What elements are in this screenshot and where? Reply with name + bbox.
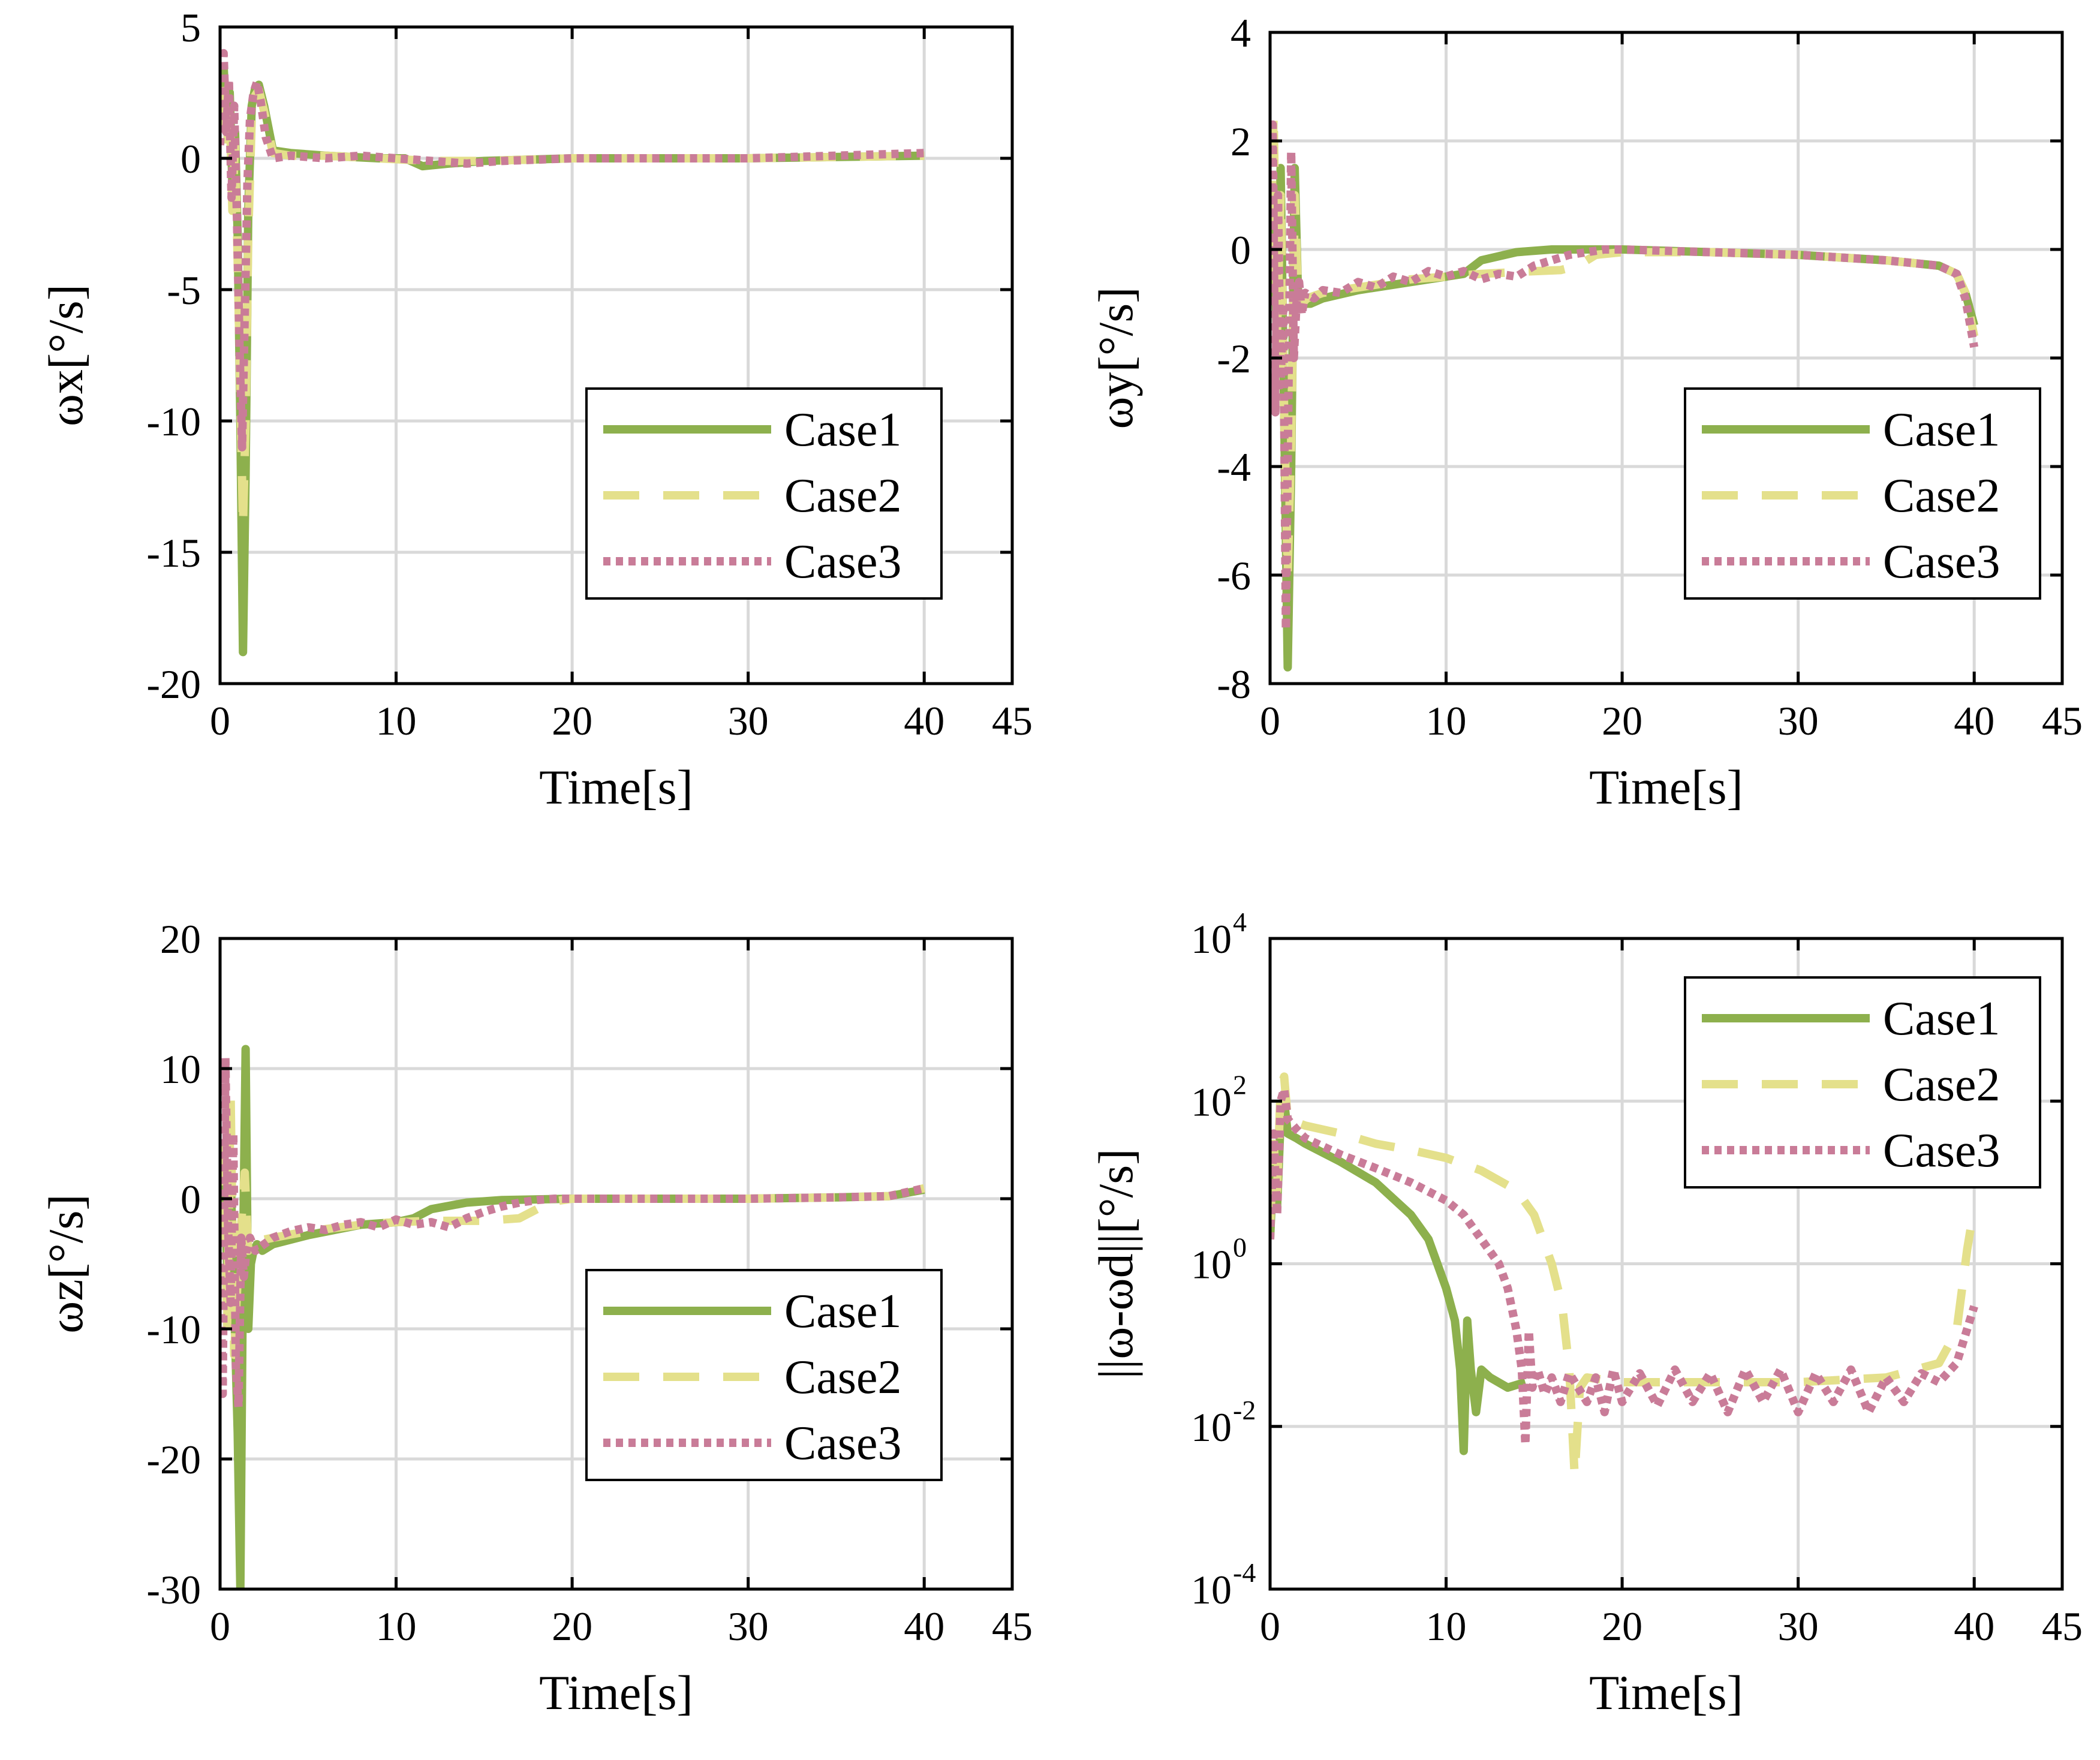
y-tick-label: -15 <box>146 530 201 576</box>
legend: Case1 Case2 Case3 <box>1684 976 2041 1189</box>
subplot-3: 0 10 20 30 40 45 20 10 0 -10 -20 -30 Time[s] ωz[°/s] C… <box>38 916 1033 1720</box>
x-tick-label: 45 <box>992 698 1033 744</box>
y-tick-exponent: 0 <box>1233 1232 1247 1263</box>
legend-label-case2: Case2 <box>1883 470 2000 522</box>
axes-frame <box>218 937 1014 1591</box>
legend: Case1 Case2 Case3 <box>585 1269 943 1481</box>
y-tick-exponent: -2 <box>1233 1395 1256 1425</box>
series-group <box>220 49 925 657</box>
legend-label-case3: Case3 <box>1883 1124 2000 1177</box>
y-tick-label: 0 <box>180 136 201 182</box>
y-axis-title: ωx[°/s] <box>38 284 93 426</box>
series-group <box>1270 1072 1979 1480</box>
legend-label-case2: Case2 <box>784 470 902 522</box>
x-tick-label: 40 <box>904 1603 944 1649</box>
x-tick-label: 45 <box>2042 698 2083 744</box>
series-line-case3 <box>220 1054 925 1412</box>
x-axis-title: Time[s] <box>1589 1665 1743 1720</box>
y-tick-label: 10 <box>1191 1079 1232 1124</box>
series-line-case3 <box>1270 1085 1978 1449</box>
legend-label-case3: Case3 <box>784 1417 902 1470</box>
x-tick-label: 0 <box>1260 1603 1280 1649</box>
x-axis-title: Time[s] <box>539 1665 693 1720</box>
series-line-case3 <box>220 49 925 452</box>
x-tick-label: 40 <box>1954 698 1994 744</box>
y-tick-label: 10 <box>1191 916 1232 962</box>
y-tick-label: 10 <box>1191 1567 1232 1612</box>
x-tick-label: 0 <box>210 698 230 744</box>
x-tick-label: 20 <box>552 1603 592 1649</box>
x-tick-label: 30 <box>728 1603 769 1649</box>
x-tick-label: 20 <box>552 698 592 744</box>
y-tick-label: 0 <box>180 1177 201 1222</box>
x-tick-label: 40 <box>904 698 944 744</box>
x-tick-label: 45 <box>992 1603 1033 1649</box>
y-tick-label: 2 <box>1230 119 1251 164</box>
y-tick-label: 4 <box>1230 10 1251 56</box>
legend-label-case1: Case1 <box>784 1285 902 1338</box>
y-tick-exponent: 2 <box>1233 1069 1247 1100</box>
y-tick-label: -6 <box>1217 553 1251 598</box>
legend-label-case1: Case1 <box>1883 404 2000 456</box>
subplot-2: 0 10 20 30 40 45420-2-4-6-8Time[s]ωy[°/s]Case… <box>1088 10 2083 814</box>
x-tick-label: 30 <box>728 698 769 744</box>
series-group <box>1270 109 1979 672</box>
y-tick-label: -10 <box>146 1307 201 1352</box>
series-line-case3 <box>1270 120 1979 634</box>
x-tick-label: 40 <box>1954 1603 1994 1649</box>
y-tick-label: 10 <box>160 1046 201 1092</box>
legend-label-case1: Case1 <box>784 404 902 456</box>
x-tick-label: 20 <box>1602 1603 1642 1649</box>
axes-frame <box>218 25 1014 685</box>
x-tick-label: 0 <box>210 1603 230 1649</box>
legend-label-case3: Case3 <box>784 535 902 588</box>
series-line-case1 <box>1270 1097 1527 1455</box>
y-tick-label: 10 <box>1191 1404 1232 1450</box>
y-tick-label: 0 <box>1230 227 1251 273</box>
y-tick-label: -20 <box>146 661 201 707</box>
x-tick-label: 20 <box>1602 698 1642 744</box>
legend: Case1 Case2 Case3 <box>585 387 943 600</box>
y-tick-label: -20 <box>146 1437 201 1482</box>
legend-label-case2: Case2 <box>784 1351 902 1404</box>
x-tick-label: 10 <box>376 698 417 744</box>
x-tick-label: 45 <box>2042 1603 2083 1649</box>
y-tick-exponent: 4 <box>1233 907 1247 937</box>
x-tick-label: 30 <box>1778 1603 1819 1649</box>
legend: Case1 Case2 Case3 <box>1684 387 2041 600</box>
x-tick-label: 10 <box>376 1603 417 1649</box>
y-tick-label: 20 <box>160 916 201 962</box>
legend-label-case3: Case3 <box>1883 535 2000 588</box>
x-tick-label: 10 <box>1426 1603 1467 1649</box>
y-tick-label: -5 <box>167 267 201 313</box>
y-axis-title: ||ω-ωd||[°/s] <box>1088 1148 1143 1379</box>
legend-label-case1: Case1 <box>1883 992 2000 1045</box>
y-tick-label: -30 <box>146 1567 201 1612</box>
y-axis-title: ωz[°/s] <box>38 1194 93 1333</box>
y-tick-exponent: -4 <box>1233 1557 1256 1588</box>
y-tick-label: -8 <box>1217 661 1251 707</box>
series-group <box>220 1045 925 1589</box>
x-tick-label: 30 <box>1778 698 1819 744</box>
x-axis-title: Time[s] <box>539 760 693 814</box>
legend-label-case2: Case2 <box>1883 1058 2000 1111</box>
x-tick-label: 10 <box>1426 698 1467 744</box>
y-tick-label: 5 <box>180 5 201 50</box>
x-axis-title: Time[s] <box>1589 760 1743 814</box>
y-tick-label: -4 <box>1217 444 1251 490</box>
x-tick-label: 0 <box>1260 698 1280 744</box>
y-axis-title: ωy[°/s] <box>1088 287 1143 429</box>
subplot-1: 0 10 20 30 40 4550-5-10-15-20Time[s]ωx[°/s]Ca… <box>38 5 1033 814</box>
y-tick-label: -10 <box>146 399 201 444</box>
y-tick-label: 10 <box>1191 1242 1232 1287</box>
y-tick-label: -2 <box>1217 336 1251 381</box>
